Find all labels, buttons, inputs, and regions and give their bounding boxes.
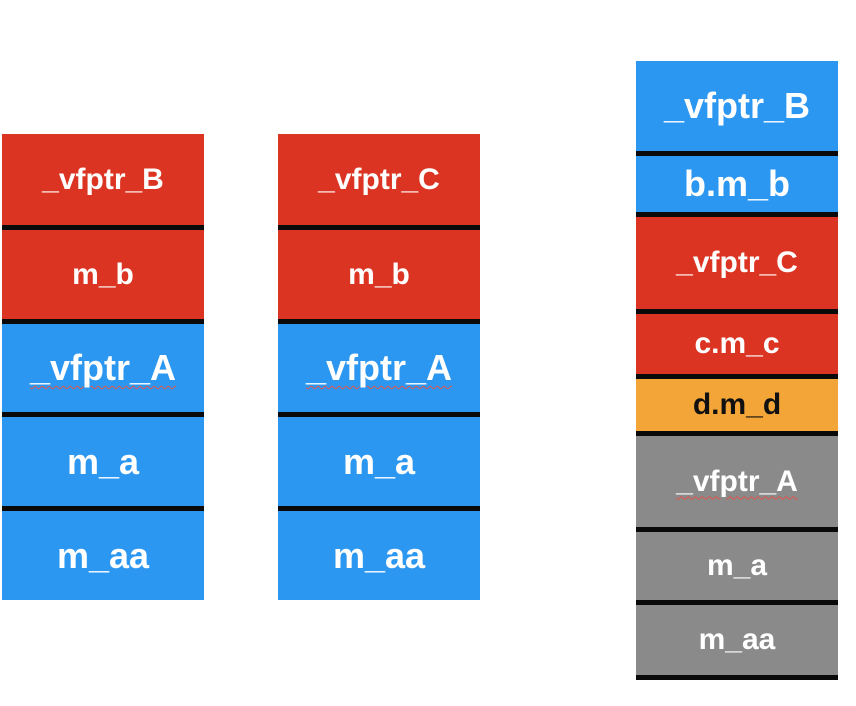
layout-2-cell-m-a: m_a [278, 417, 480, 506]
memory-layout-2: _vfptr_C m_b _vfptr_A m_a m_aa [278, 134, 480, 600]
separator [2, 319, 204, 324]
memory-layout-1: _vfptr_B m_b _vfptr_A m_a m_aa [2, 134, 204, 600]
cell-label: _vfptr_A [305, 347, 453, 388]
cell-label: m_aa [332, 534, 426, 576]
layout-1-cell-vfptr-a: _vfptr_A [2, 324, 204, 412]
layout-2-cell-vfptr-c: _vfptr_C [278, 134, 480, 225]
separator [636, 431, 838, 436]
layout-2-cell-vfptr-a: _vfptr_A [278, 324, 480, 412]
cell-label: m_a [342, 440, 416, 482]
cell-label: m_a [66, 440, 140, 482]
cell-label: m_b [348, 257, 410, 291]
separator [278, 225, 480, 230]
layout-3-cell-b-m-b: b.m_b [636, 156, 838, 212]
separator [2, 225, 204, 230]
cell-label: _vfptr_C [676, 246, 798, 279]
layout-1-cell-m-aa: m_aa [2, 511, 204, 600]
cell-label: m_aa [698, 623, 776, 656]
layout-3-cell-c-m-c: c.m_c [636, 314, 838, 374]
layout-2-cell-m-aa: m_aa [278, 511, 480, 600]
separator [278, 506, 480, 511]
cell-label: c.m_c [694, 327, 780, 360]
layout-3-cell-vfptr-c: _vfptr_C [636, 217, 838, 309]
cell-label: m_aa [56, 534, 150, 576]
layout-1-cell-vfptr-b: _vfptr_B [2, 134, 204, 225]
separator [636, 151, 838, 156]
separator [636, 527, 838, 532]
separator [278, 412, 480, 417]
separator [636, 374, 838, 379]
layout-3-cell-vfptr-a: _vfptr_A [636, 436, 838, 527]
cell-label: d.m_d [692, 388, 782, 421]
layout-3-cell-vfptr-b: _vfptr_B [636, 61, 838, 151]
memory-layout-3: _vfptr_B b.m_b _vfptr_C c.m_c d.m_d _vfp… [636, 61, 838, 680]
separator [2, 412, 204, 417]
layout-2-cell-m-b: m_b [278, 230, 480, 319]
separator [278, 319, 480, 324]
layout-3-cell-d-m-d: d.m_d [636, 379, 838, 431]
separator [636, 212, 838, 217]
separator [636, 309, 838, 314]
separator [636, 600, 838, 605]
cell-label: m_b [72, 257, 134, 291]
layout-3-cell-m-aa: m_aa [636, 605, 838, 675]
layout-3-cell-m-a: m_a [636, 532, 838, 600]
cell-label: b.m_b [683, 163, 790, 204]
cell-label: _vfptr_B [42, 162, 164, 196]
cell-label: m_a [706, 549, 768, 582]
cell-label: _vfptr_A [676, 464, 798, 498]
cell-label: _vfptr_C [318, 162, 440, 196]
layout-1-cell-m-a: m_a [2, 417, 204, 506]
cell-label: _vfptr_A [29, 347, 177, 388]
separator [636, 675, 838, 680]
separator [2, 506, 204, 511]
cell-label: _vfptr_B [663, 85, 811, 126]
layout-1-cell-m-b: m_b [2, 230, 204, 319]
